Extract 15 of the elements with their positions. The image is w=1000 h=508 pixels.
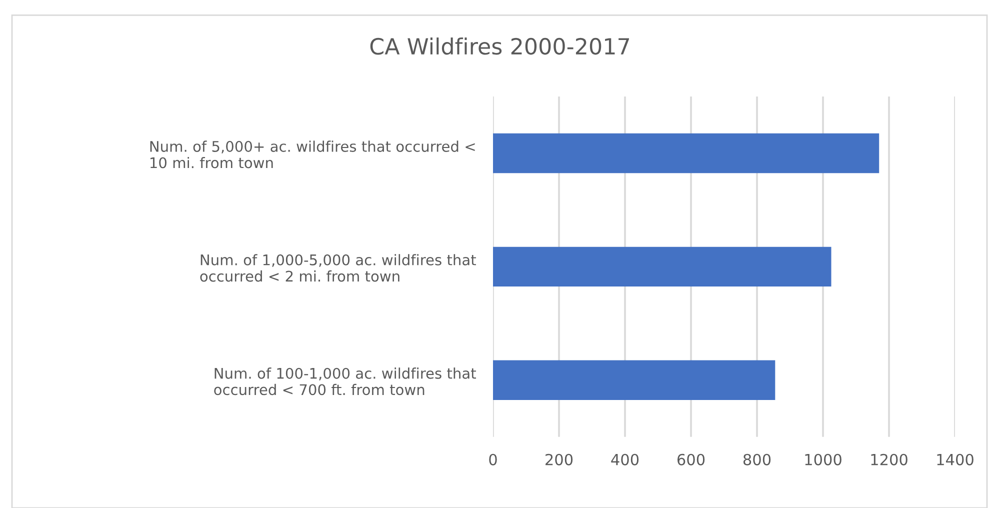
x-tick-label: 800	[743, 454, 771, 466]
y-tick-label: Num. of 5,000+ ac. wildfires that occurred < 10 mi. from town	[150, 140, 475, 168]
chart-title: CA Wildfires 2000-2017	[370, 38, 629, 55]
x-tick-label: 400	[611, 454, 639, 466]
bar	[493, 133, 880, 174]
x-tick-label: 1400	[937, 454, 974, 466]
x-tick-label: 600	[677, 454, 705, 466]
y-tick-label: Num. of 100-1,000 ac. wildfires that occurred < 700 ft. from town	[214, 368, 476, 396]
x-tick-label: 200	[546, 454, 573, 466]
y-tick-label: Num. of 1,000-5,000 ac. wildfires that occurred < 2 mi. from town	[200, 254, 476, 282]
bar	[493, 360, 776, 400]
x-tick-label: 1200	[871, 454, 908, 466]
bar	[493, 246, 832, 287]
x-tick-label: 0	[489, 454, 497, 466]
x-tick-label: 1000	[805, 454, 842, 466]
